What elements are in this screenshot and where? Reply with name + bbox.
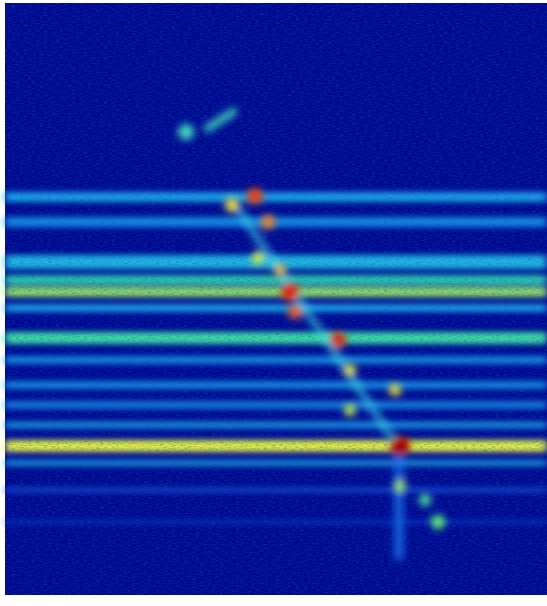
blob xyxy=(344,364,356,376)
streak xyxy=(394,450,404,560)
blob xyxy=(178,124,194,140)
page: (() => { const data = JSON.parse(documen… xyxy=(0,0,547,606)
blob xyxy=(261,215,275,229)
blob xyxy=(281,283,299,301)
blob xyxy=(389,384,401,396)
blob xyxy=(394,480,406,492)
heatmap-image xyxy=(0,0,547,606)
blob xyxy=(344,404,356,416)
blob xyxy=(225,198,239,212)
blob xyxy=(330,332,346,348)
blob xyxy=(247,188,263,204)
blob xyxy=(431,515,445,529)
blob xyxy=(390,436,410,456)
blob xyxy=(252,252,264,264)
blob xyxy=(274,264,286,276)
blob xyxy=(288,305,302,319)
blob xyxy=(419,494,431,506)
texture xyxy=(5,3,547,595)
